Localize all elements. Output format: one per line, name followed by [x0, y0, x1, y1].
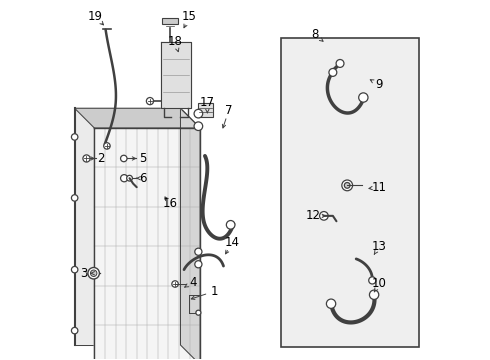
Circle shape — [319, 212, 328, 220]
Polygon shape — [161, 42, 191, 108]
Text: 5: 5 — [139, 152, 147, 165]
Text: 19: 19 — [88, 10, 103, 23]
Circle shape — [91, 270, 97, 276]
Text: 17: 17 — [200, 96, 215, 109]
Circle shape — [369, 290, 379, 300]
Polygon shape — [74, 108, 180, 345]
Text: 14: 14 — [225, 236, 240, 249]
Circle shape — [72, 195, 78, 201]
Circle shape — [368, 277, 376, 284]
Circle shape — [126, 175, 132, 181]
Circle shape — [226, 221, 235, 229]
Bar — [281, 39, 419, 347]
Circle shape — [147, 98, 153, 105]
Text: 7: 7 — [225, 104, 233, 117]
Polygon shape — [74, 108, 200, 128]
Circle shape — [83, 155, 90, 162]
Bar — [162, 18, 178, 24]
Text: 1: 1 — [211, 285, 218, 298]
Circle shape — [72, 327, 78, 334]
Circle shape — [336, 59, 344, 67]
Text: 18: 18 — [168, 35, 182, 49]
Text: 10: 10 — [372, 278, 387, 291]
Circle shape — [196, 310, 201, 315]
Text: 15: 15 — [182, 10, 197, 23]
Circle shape — [195, 261, 202, 268]
Circle shape — [121, 175, 128, 182]
Polygon shape — [180, 108, 200, 360]
Circle shape — [326, 299, 336, 309]
Text: 4: 4 — [189, 276, 197, 289]
Circle shape — [344, 183, 350, 188]
Text: 6: 6 — [139, 172, 147, 185]
Circle shape — [72, 266, 78, 273]
Circle shape — [72, 134, 78, 140]
Circle shape — [194, 122, 203, 131]
Text: 13: 13 — [372, 240, 387, 253]
Circle shape — [172, 281, 178, 287]
Circle shape — [329, 68, 337, 76]
Text: 16: 16 — [162, 197, 177, 210]
Circle shape — [195, 248, 202, 255]
Text: 8: 8 — [311, 28, 318, 41]
Circle shape — [104, 143, 110, 149]
Circle shape — [342, 180, 353, 191]
Text: 2: 2 — [97, 152, 104, 165]
Circle shape — [194, 109, 203, 118]
Text: 3: 3 — [81, 267, 88, 280]
Bar — [198, 103, 213, 117]
Text: 11: 11 — [372, 181, 387, 194]
Circle shape — [121, 155, 127, 162]
Polygon shape — [95, 128, 200, 360]
Text: 9: 9 — [376, 78, 383, 91]
Text: 12: 12 — [306, 210, 320, 222]
Circle shape — [359, 93, 368, 102]
Circle shape — [88, 267, 99, 279]
